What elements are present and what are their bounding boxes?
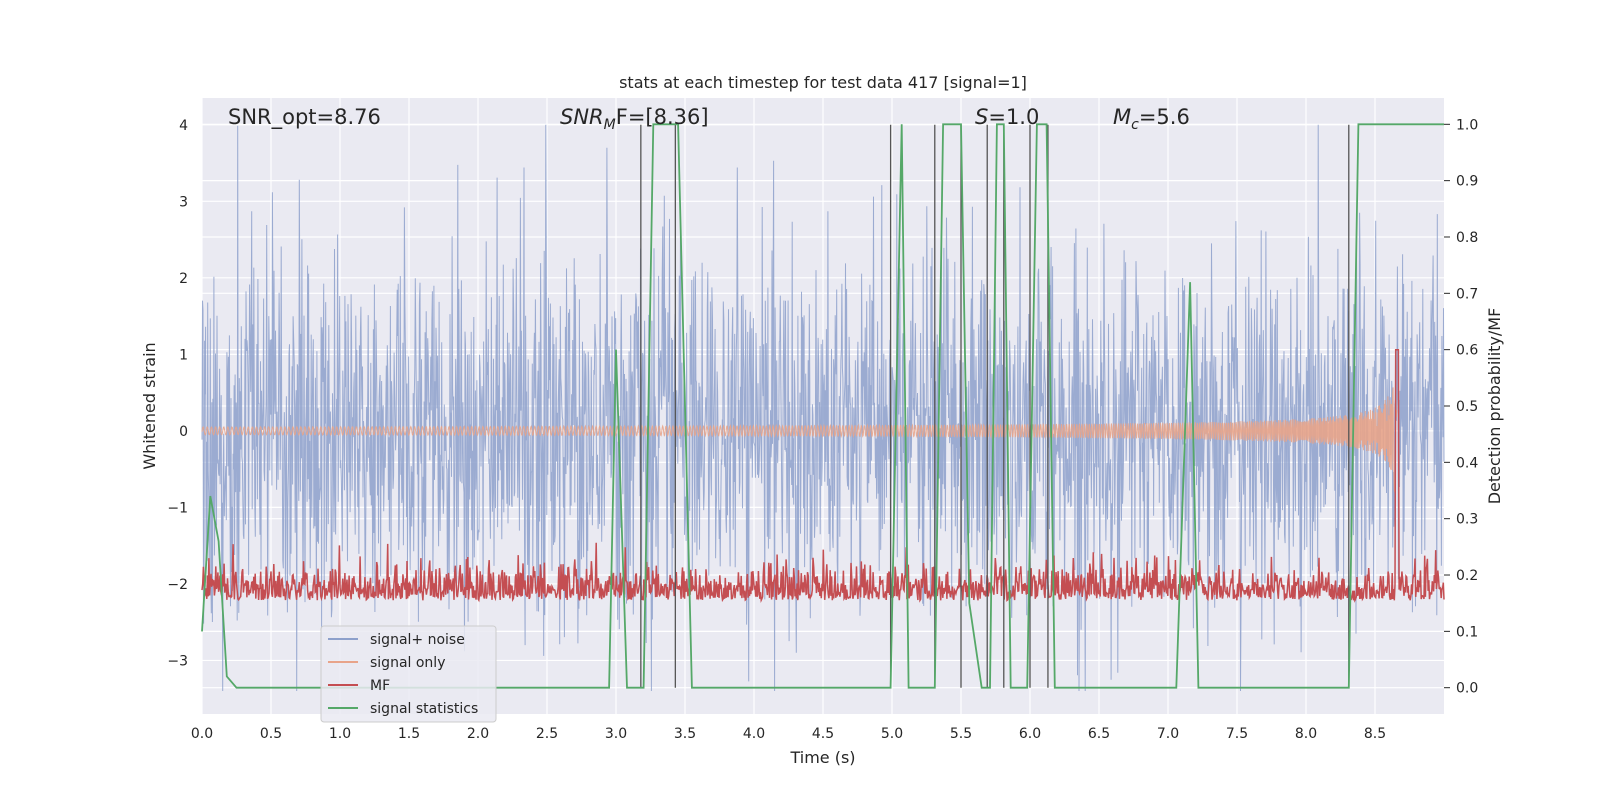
legend-label-signal-noise: signal+ noise (370, 632, 465, 648)
x-tick-label-2: 1.0 (329, 726, 351, 742)
y2-tick-label-1: 0.9 (1456, 174, 1478, 190)
legend: signal+ noise signal only MF signal stat… (320, 625, 497, 723)
legend-label-signal-statistics: signal statistics (370, 701, 478, 717)
y2-axis-label: Detection probability/MF (1485, 308, 1504, 505)
x-tick-label-7: 3.5 (674, 726, 696, 742)
x-tick-label-12: 6.0 (1019, 726, 1041, 742)
y-tick-label-7: −3 (167, 653, 188, 669)
series-signal-statistics (201, 123, 1444, 689)
x-tick-label-1: 0.5 (260, 726, 282, 742)
series-mf (201, 348, 1445, 604)
mf-line (201, 348, 1445, 604)
legend-box (320, 625, 497, 723)
y-axis-label: Whitened strain (140, 342, 159, 469)
x-tick-label-17: 8.5 (1364, 726, 1386, 742)
x-axis-ticks: 0.0 0.5 1.0 1.5 2.0 2.5 3.0 3.5 4.0 4.5 5.0 5.5 6.0 6… (191, 726, 1386, 742)
x-axis-label: Time (s) (789, 748, 855, 767)
x-tick-label-16: 8.0 (1295, 726, 1317, 742)
y2-tick-label-2: 0.8 (1456, 230, 1478, 246)
legend-label-signal-only: signal only (370, 655, 445, 671)
legend-label-mf: MF (370, 678, 390, 694)
signal-only-line (201, 387, 1398, 493)
chart-title: stats at each timestep for test data 417… (619, 73, 1027, 92)
signal-statistics-line (201, 123, 1444, 689)
y-tick-label-3: 1 (179, 347, 188, 363)
y2-tick-label-5: 0.5 (1456, 399, 1478, 415)
y2-tick-label-10: 0.0 (1456, 681, 1478, 697)
x-tick-label-8: 4.0 (743, 726, 765, 742)
y2-tick-label-9: 0.1 (1456, 624, 1478, 640)
series-signal-only (201, 387, 1398, 493)
x-tick-label-14: 7.0 (1157, 726, 1179, 742)
x-tick-label-5: 2.5 (536, 726, 558, 742)
annotation-snr-mf: SNRMF=[8.36] (560, 105, 709, 133)
y-tick-label-6: −2 (167, 577, 188, 593)
x-tick-label-10: 5.0 (881, 726, 903, 742)
y-tick-label-5: −1 (167, 500, 188, 516)
x-tick-label-15: 7.5 (1226, 726, 1248, 742)
annotation-snr-opt: SNR_opt=8.76 (228, 105, 381, 130)
annotation-mc: Mc=5.6 (1113, 105, 1190, 133)
y-tick-label-2: 2 (179, 271, 188, 287)
y2-tick-label-4: 0.6 (1456, 343, 1478, 359)
x-tick-label-0: 0.0 (191, 726, 213, 742)
y-tick-label-1: 3 (179, 194, 188, 210)
x-tick-label-11: 5.5 (950, 726, 972, 742)
x-tick-label-4: 2.0 (467, 726, 489, 742)
x-tick-label-13: 6.5 (1088, 726, 1110, 742)
y2-axis-ticks: 1.0 0.9 0.8 0.7 0.6 0.5 0.4 0.3 0.2 0.1 0.0 (1444, 117, 1478, 697)
x-tick-label-3: 1.5 (398, 726, 420, 742)
series-signal-noise (201, 124, 1445, 692)
y-axis-ticks: 4 3 2 1 0 −1 −2 −3 (167, 118, 188, 670)
y-tick-label-4: 0 (179, 424, 188, 440)
annotation-s: S=1.0 (975, 105, 1039, 129)
y-tick-label-0: 4 (179, 118, 188, 134)
signal-noise-line (201, 124, 1445, 692)
vertical-markers (640, 124, 1350, 688)
x-tick-label-6: 3.0 (605, 726, 627, 742)
y2-tick-label-0: 1.0 (1456, 117, 1478, 133)
x-tick-label-9: 4.5 (812, 726, 834, 742)
y2-tick-label-8: 0.2 (1456, 568, 1478, 584)
y2-tick-label-7: 0.3 (1456, 512, 1478, 528)
y2-tick-label-6: 0.4 (1456, 455, 1478, 471)
y2-tick-label-3: 0.7 (1456, 286, 1478, 302)
